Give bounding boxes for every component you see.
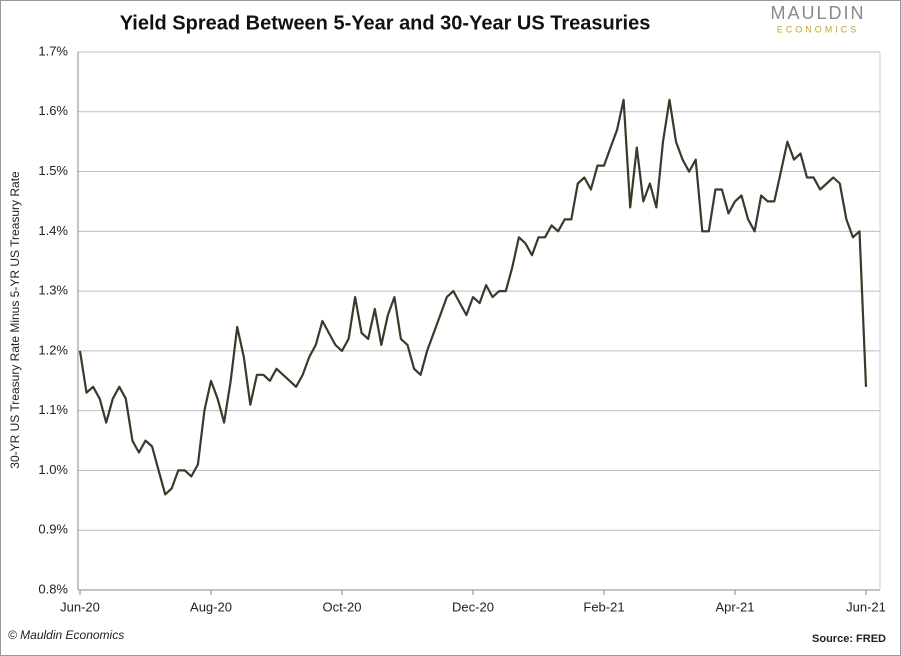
x-tick-label: Feb-21 [583, 599, 624, 614]
y-tick-label: 1.5% [38, 163, 68, 178]
source: Source: FRED [812, 633, 886, 645]
y-axis-label: 30-YR US Treasury Rate Minus 5-YR US Tre… [8, 171, 22, 469]
x-tick-label: Oct-20 [322, 599, 361, 614]
x-tick-label: Aug-20 [190, 599, 232, 614]
y-tick-label: 1.1% [38, 402, 68, 417]
y-tick-label: 0.8% [38, 581, 68, 596]
y-tick-label: 1.4% [38, 223, 68, 238]
logo-sub: ECONOMICS [777, 24, 860, 34]
y-tick-label: 1.0% [38, 462, 68, 477]
x-tick-label: Apr-21 [715, 599, 754, 614]
x-tick-label: Dec-20 [452, 599, 494, 614]
line-series [78, 98, 868, 496]
x-tick-label: Jun-20 [60, 599, 100, 614]
y-tick-label: 1.6% [38, 103, 68, 118]
x-tick-label: Jun-21 [846, 599, 886, 614]
y-tick-label: 1.7% [38, 43, 68, 58]
y-tick-label: 0.9% [38, 522, 68, 537]
copyright: © Mauldin Economics [8, 628, 124, 642]
logo: MAULDIN [770, 3, 865, 23]
y-tick-label: 1.3% [38, 283, 68, 298]
chart-title: Yield Spread Between 5-Year and 30-Year … [120, 12, 651, 34]
y-tick-label: 1.2% [38, 342, 68, 357]
